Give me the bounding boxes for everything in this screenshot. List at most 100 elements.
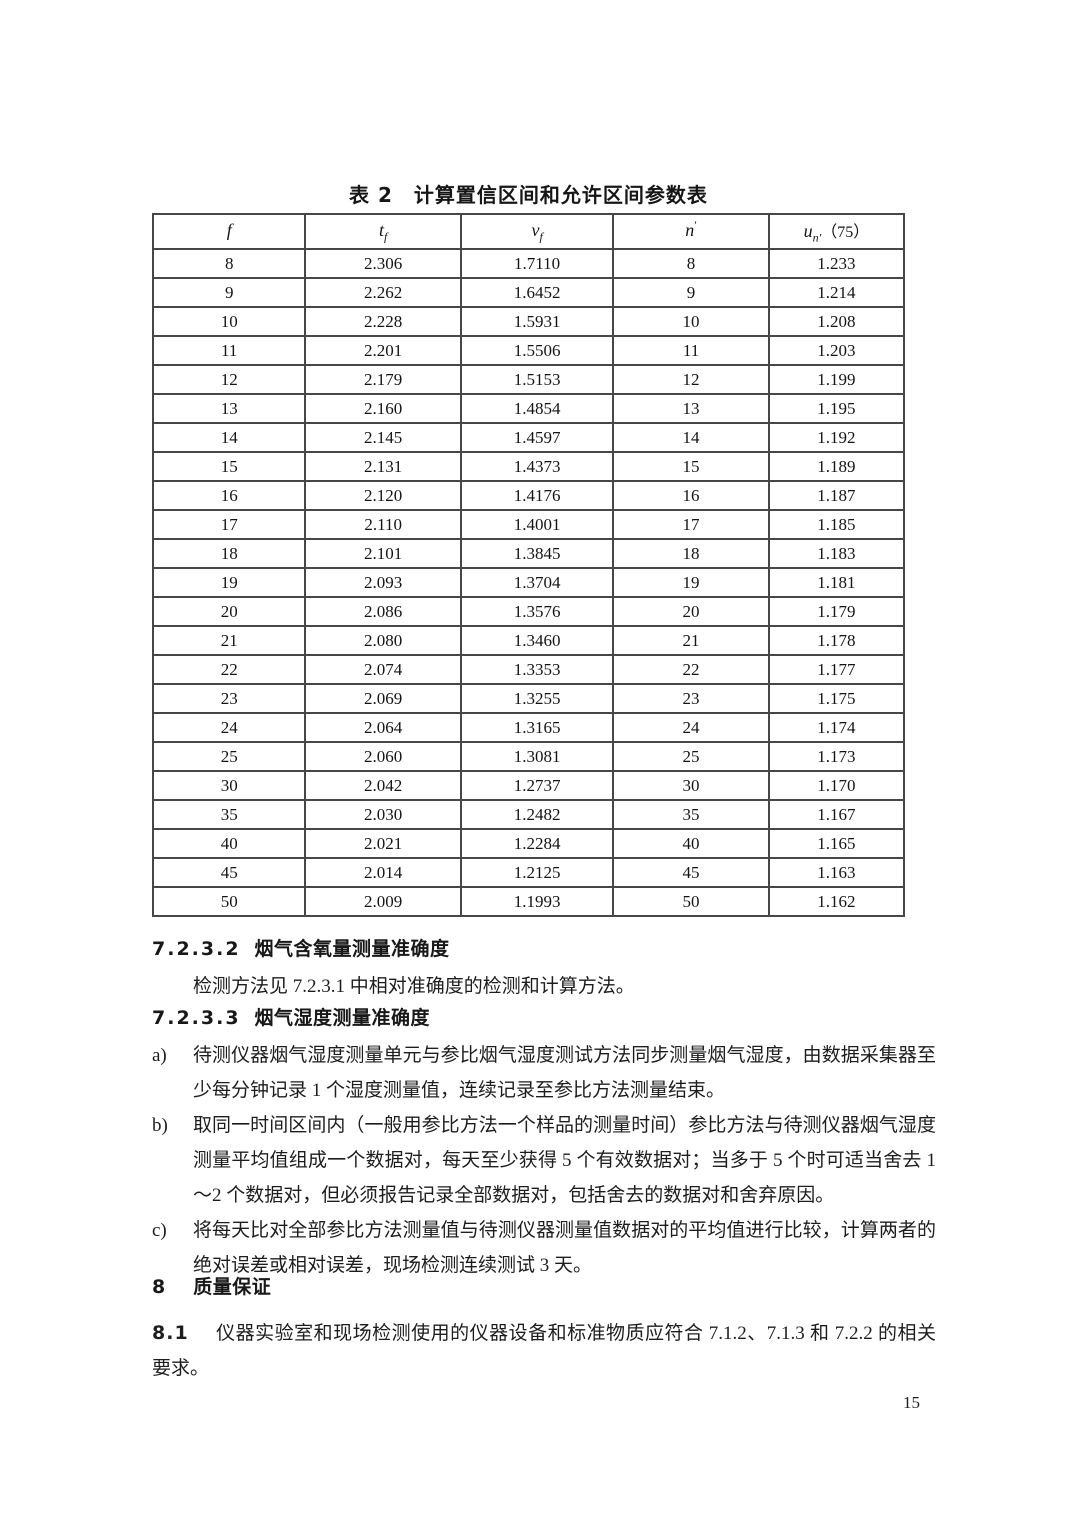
table-cell: 2.042 (304, 770, 462, 801)
section-number: 7.2.3.3 (152, 1007, 241, 1029)
table-cell: 1.2737 (459, 770, 615, 801)
table-cell: 2.030 (304, 799, 462, 830)
table-cell: 23 (151, 683, 307, 714)
table-cell: 24 (612, 712, 770, 743)
paragraph-8-1: 8.1 仪器实验室和现场检测使用的仪器设备和标准物质应符合 7.1.2、7.1.3… (152, 1316, 936, 1386)
table-row: 45 2.014 1.2125 45 1.163 (151, 857, 906, 888)
table-cell: 1.174 (767, 712, 906, 743)
table-cell: 2.093 (304, 567, 462, 598)
table-cell: 30 (151, 770, 307, 801)
table-cell: 1.5153 (459, 364, 615, 395)
list-item-a: a) 待测仪器烟气湿度测量单元与参比烟气湿度测试方法同步测量烟气湿度，由数据采集… (152, 1038, 936, 1108)
table-cell: 1.6452 (459, 277, 615, 308)
col-header-tf-symbol: t (378, 220, 384, 241)
col-header-tf: tf (304, 213, 462, 250)
paragraph-7-2-3-2-body: 检测方法见 7.2.3.1 中相对准确度的检测和计算方法。 (193, 976, 635, 997)
table-cell: 1.2482 (459, 799, 615, 830)
table-row: 30 2.042 1.2737 30 1.170 (151, 770, 906, 801)
table-row: 25 2.060 1.3081 25 1.173 (151, 741, 906, 772)
table-cell: 1.3165 (459, 712, 615, 743)
table-cell: 1.4001 (459, 509, 615, 540)
table-cell: 15 (612, 451, 770, 482)
table-cell: 1.3353 (459, 654, 615, 685)
list-marker: a) (152, 1045, 167, 1066)
table-cell: 25 (151, 741, 307, 772)
section-number: 8 (152, 1276, 166, 1298)
table-cell: 22 (151, 654, 307, 685)
table-cell: 2.014 (304, 857, 462, 888)
table-cell: 1.187 (767, 480, 906, 511)
clause-text: 仪器实验室和现场检测使用的仪器设备和标准物质应符合 7.1.2、7.1.3 和 … (152, 1323, 936, 1379)
table-cell: 1.4176 (459, 480, 615, 511)
table-row: 19 2.093 1.3704 19 1.181 (151, 567, 906, 598)
table-row: 21 2.080 1.3460 21 1.178 (151, 625, 906, 656)
table-cell: 1.199 (767, 364, 906, 395)
table-cell: 1.1993 (459, 886, 615, 917)
table-cell: 1.4373 (459, 451, 615, 482)
table-row: 24 2.064 1.3165 24 1.174 (151, 712, 906, 743)
table-cell: 1.3255 (459, 683, 615, 714)
table-cell: 14 (151, 422, 307, 453)
table-cell: 2.101 (304, 538, 462, 569)
table-caption: 表 2 计算置信区间和允许区间参数表 (349, 183, 708, 207)
table-cell: 16 (151, 480, 307, 511)
table-row: 15 2.131 1.4373 15 1.189 (151, 451, 906, 482)
table-cell: 1.165 (767, 828, 906, 859)
col-header-f: f (151, 213, 307, 250)
table-cell: 2.069 (304, 683, 462, 714)
table-cell: 21 (151, 625, 307, 656)
table-cell: 1.203 (767, 335, 906, 366)
table-cell: 8 (151, 248, 307, 279)
table-cell: 10 (612, 306, 770, 337)
table-cell: 2.009 (304, 886, 462, 917)
table-cell: 1.179 (767, 596, 906, 627)
table-row: 9 2.262 1.6452 9 1.214 (151, 277, 906, 308)
table-cell: 1.163 (767, 857, 906, 888)
table-cell: 20 (612, 596, 770, 627)
table-cell: 19 (612, 567, 770, 598)
table-cell: 50 (151, 886, 307, 917)
table-cell: 1.4597 (459, 422, 615, 453)
table-cell: 50 (612, 886, 770, 917)
table-row: 8 2.306 1.7110 8 1.233 (151, 248, 906, 279)
table-cell: 1.5931 (459, 306, 615, 337)
table-cell: 9 (151, 277, 307, 308)
section-heading-7-2-3-3: 7.2.3.3 烟气湿度测量准确度 (152, 1003, 430, 1030)
table-header-row: f tf vf n′ un′（75） (151, 213, 906, 250)
table-cell: 1.3845 (459, 538, 615, 569)
table-cell: 1.177 (767, 654, 906, 685)
col-header-vf: vf (459, 213, 615, 250)
section-title: 烟气含氧量测量准确度 (254, 938, 450, 960)
table-cell: 1.214 (767, 277, 906, 308)
table-cell: 45 (151, 857, 307, 888)
table-cell: 12 (151, 364, 307, 395)
table-cell: 2.120 (304, 480, 462, 511)
table-cell: 2.228 (304, 306, 462, 337)
table-cell: 19 (151, 567, 307, 598)
table-cell: 12 (612, 364, 770, 395)
table-cell: 1.192 (767, 422, 906, 453)
table-row: 14 2.145 1.4597 14 1.192 (151, 422, 906, 453)
table-cell: 2.074 (304, 654, 462, 685)
table-cell: 2.201 (304, 335, 462, 366)
table-cell: 8 (612, 248, 770, 279)
table-cell: 35 (612, 799, 770, 830)
table-cell: 21 (612, 625, 770, 656)
table-cell: 1.173 (767, 741, 906, 772)
lettered-list: a) 待测仪器烟气湿度测量单元与参比烟气湿度测试方法同步测量烟气湿度，由数据采集… (152, 1038, 936, 1283)
table-cell: 22 (612, 654, 770, 685)
section-title: 烟气湿度测量准确度 (254, 1007, 431, 1029)
col-header-vf-symbol: v (531, 220, 540, 241)
table-cell: 10 (151, 306, 307, 337)
table-row: 50 2.009 1.1993 50 1.162 (151, 886, 906, 917)
section-number: 7.2.3.2 (152, 938, 241, 960)
table-cell: 1.5506 (459, 335, 615, 366)
confidence-interval-parameters-table: f tf vf n′ un′（75） 8 2.306 1.7110 8 1.233 9 2.… (151, 213, 906, 917)
table-cell: 2.021 (304, 828, 462, 859)
table-cell: 17 (612, 509, 770, 540)
table-cell: 1.178 (767, 625, 906, 656)
table-cell: 1.162 (767, 886, 906, 917)
table-row: 20 2.086 1.3576 20 1.179 (151, 596, 906, 627)
table-row: 13 2.160 1.4854 13 1.195 (151, 393, 906, 424)
